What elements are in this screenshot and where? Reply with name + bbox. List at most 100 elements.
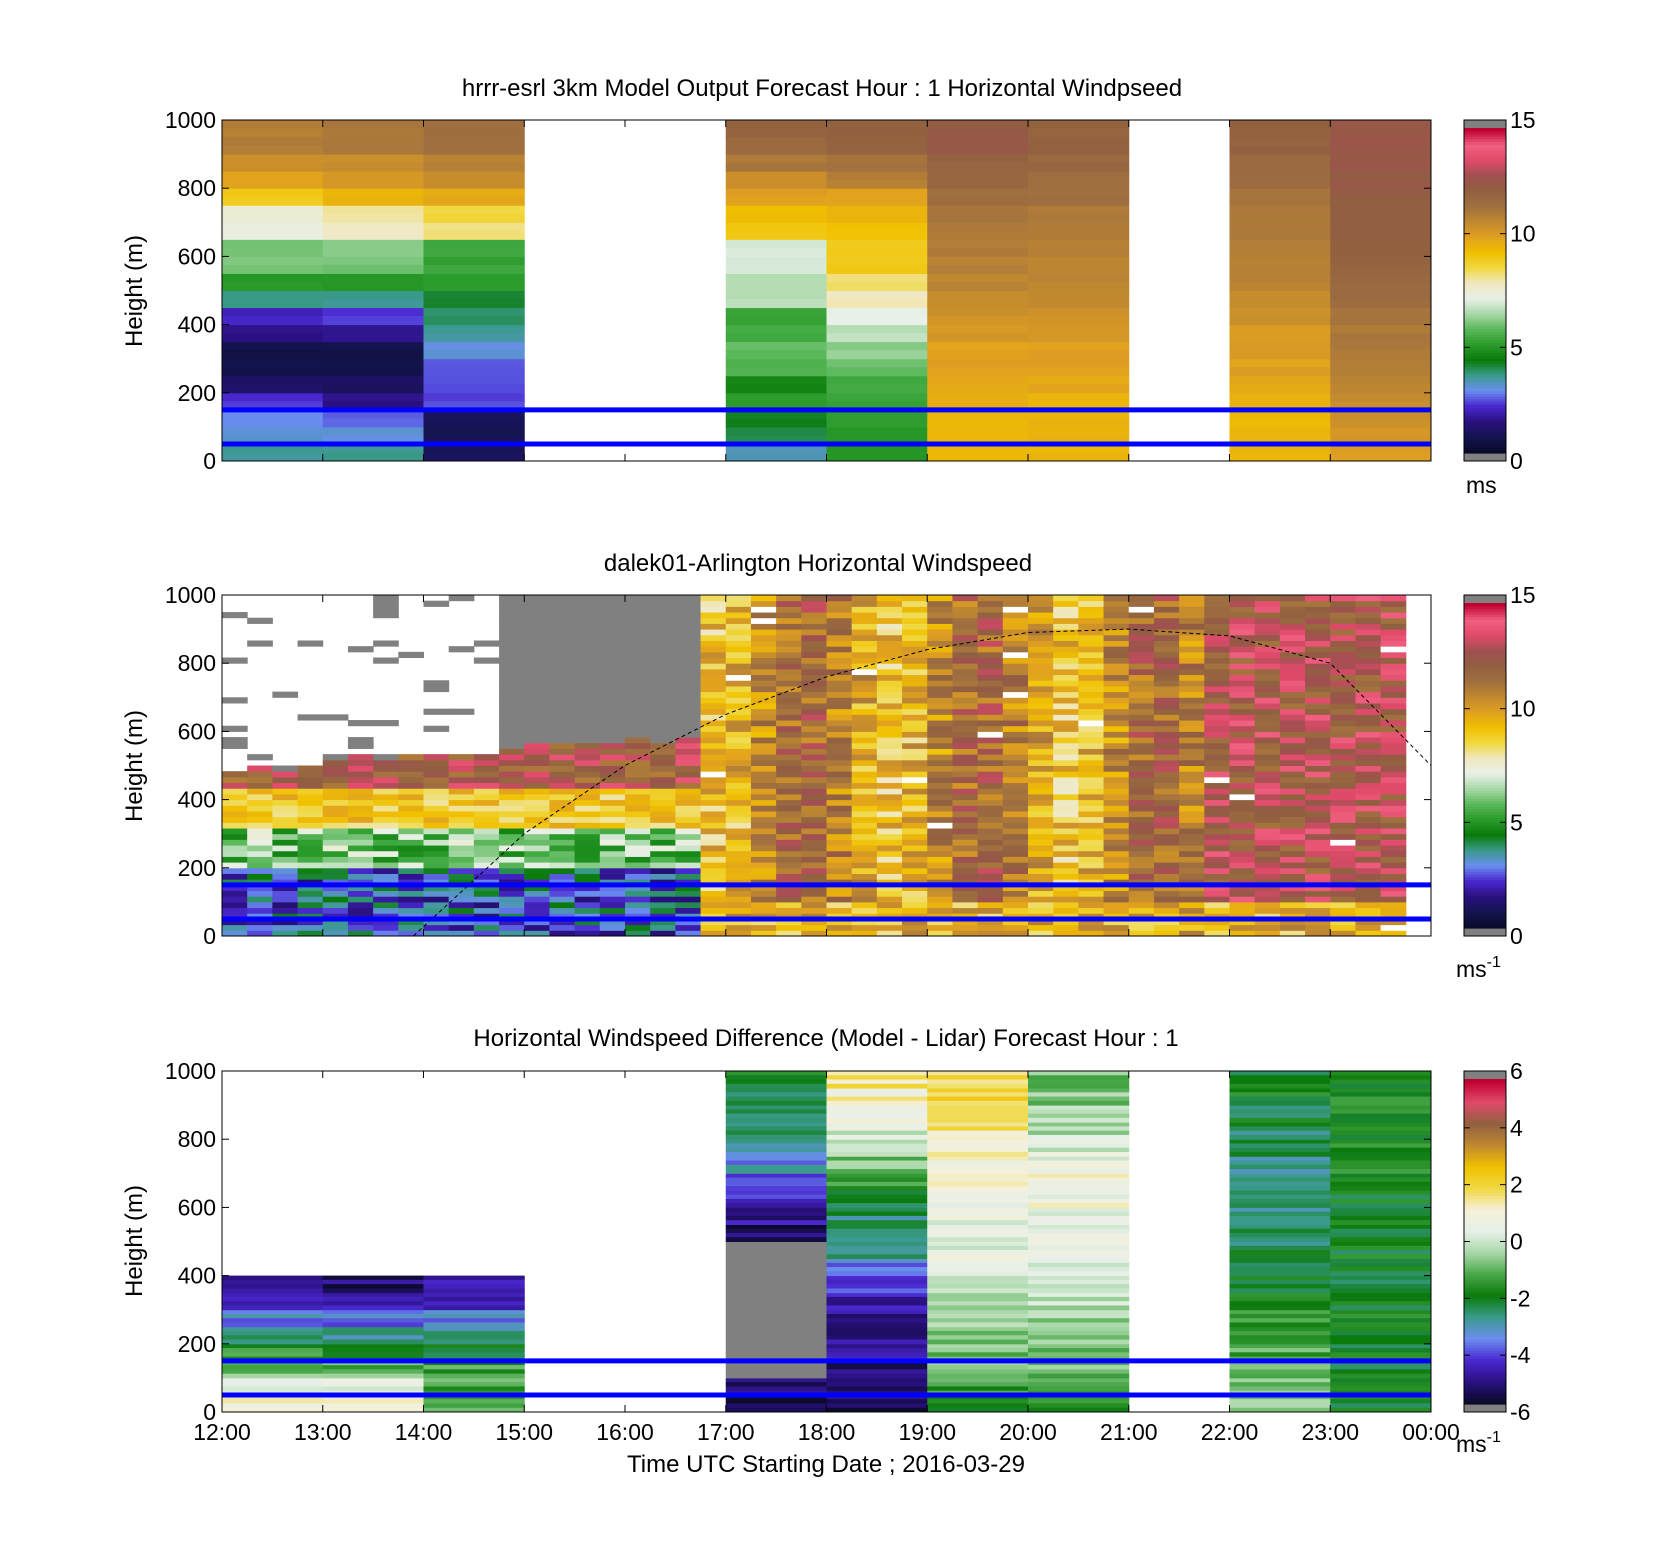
heatmap-cell — [952, 793, 979, 801]
heatmap-cell — [725, 1288, 827, 1294]
colorbar-segment — [1464, 811, 1506, 815]
heatmap-cell — [499, 816, 525, 823]
heatmap-cell — [373, 793, 399, 801]
heatmap-cell — [826, 196, 928, 206]
heatmap-cell — [977, 629, 1004, 636]
heatmap-cell — [574, 845, 601, 852]
heatmap-cell — [826, 213, 928, 223]
heatmap-cell — [1330, 350, 1432, 360]
heatmap-cell — [826, 663, 853, 670]
colorbar-segment — [1464, 1119, 1506, 1123]
colorbar-segment — [1464, 290, 1506, 294]
heatmap-cell — [549, 697, 576, 704]
heatmap-cell — [725, 1373, 827, 1379]
heatmap-cell — [499, 805, 525, 812]
heatmap-cell — [675, 862, 702, 869]
heatmap-cell — [625, 918, 651, 926]
heatmap-cell — [1380, 680, 1407, 687]
heatmap-cell — [625, 731, 651, 738]
heatmap-cell — [549, 748, 576, 755]
heatmap-cell — [1305, 600, 1331, 607]
heatmap-cell — [549, 930, 576, 937]
heatmap-cell — [1153, 685, 1180, 693]
heatmap-cell — [222, 137, 324, 147]
heatmap-cell — [725, 1134, 827, 1140]
heatmap-cell — [1380, 839, 1407, 846]
heatmap-cell — [801, 765, 827, 772]
heatmap-cell — [549, 708, 576, 715]
heatmap-cell — [1078, 867, 1105, 874]
heatmap-cell — [473, 788, 500, 795]
heatmap-cell — [1153, 765, 1180, 772]
colorbar-segment — [1464, 382, 1506, 386]
heatmap-cell — [1179, 674, 1205, 681]
heatmap-cell — [1330, 222, 1432, 232]
heatmap-cell — [952, 862, 979, 869]
heatmap-cell — [1002, 913, 1029, 920]
y-tick-label: 400 — [178, 1263, 216, 1289]
heatmap-cell — [725, 384, 827, 394]
colorbar-segment — [1464, 1401, 1506, 1405]
heatmap-cell — [826, 1224, 928, 1230]
heatmap-cell — [927, 810, 953, 818]
heatmap-cell — [826, 1309, 928, 1315]
colorbar-segment — [1464, 1320, 1506, 1324]
heatmap-cell — [826, 205, 928, 215]
heatmap-cell — [1028, 1151, 1130, 1157]
heatmap-cell — [297, 782, 324, 789]
heatmap-cell — [1229, 810, 1256, 818]
heatmap-cell — [1002, 725, 1029, 732]
heatmap-cell — [902, 629, 928, 636]
heatmap-cell — [952, 657, 979, 664]
heatmap-cell — [675, 850, 702, 857]
heatmap-cell — [650, 765, 676, 772]
heatmap-cell — [952, 918, 979, 926]
heatmap-cell — [776, 793, 802, 801]
heatmap-cell — [549, 788, 576, 795]
heatmap-cell — [222, 737, 248, 744]
heatmap-cell — [1204, 691, 1230, 698]
heatmap-cell — [1053, 896, 1079, 903]
heatmap-cell — [851, 913, 878, 920]
heatmap-cell — [1028, 145, 1130, 155]
heatmap-cell — [499, 799, 525, 806]
heatmap-cell — [1103, 833, 1130, 840]
heatmap-cell — [1028, 137, 1130, 147]
heatmap-cell — [373, 924, 399, 931]
heatmap-cell — [1028, 640, 1054, 647]
heatmap-cell — [524, 771, 550, 778]
heatmap-cell — [1330, 1088, 1432, 1093]
heatmap-cell — [725, 595, 752, 602]
heatmap-cell — [222, 1369, 324, 1375]
heatmap-cell — [499, 663, 525, 670]
heatmap-cell — [1002, 805, 1029, 812]
heatmap-cell — [524, 810, 550, 818]
colorbar-segment — [1464, 182, 1506, 186]
heatmap-cell — [1355, 725, 1382, 732]
heatmap-cell — [952, 788, 979, 795]
heatmap-cell — [423, 1296, 525, 1302]
heatmap-cell — [927, 1326, 1029, 1332]
heatmap-cell — [927, 205, 1029, 215]
heatmap-cell — [322, 1288, 424, 1294]
heatmap-cell — [1002, 731, 1029, 738]
heatmap-cell — [650, 595, 676, 602]
colorbar-segment — [1464, 827, 1506, 832]
heatmap-cell — [927, 137, 1029, 147]
heatmap-cell — [473, 850, 500, 857]
heatmap-cell — [1330, 873, 1356, 880]
heatmap-cell — [1355, 634, 1382, 641]
heatmap-cell — [599, 907, 626, 914]
heatmap-cell — [725, 137, 827, 147]
colorbar-segment — [1464, 673, 1506, 677]
heatmap-cell — [1305, 612, 1331, 619]
colorbar-segment — [1464, 1246, 1506, 1251]
heatmap-cell — [977, 595, 1004, 602]
colorbar-segment — [1464, 1314, 1506, 1318]
colorbar-segment — [1464, 903, 1506, 907]
heatmap-cell — [1204, 771, 1230, 778]
colorbar-segment — [1464, 670, 1506, 675]
heatmap-cell — [1229, 856, 1256, 863]
heatmap-cell — [725, 1352, 827, 1358]
heatmap-cell — [222, 742, 248, 749]
